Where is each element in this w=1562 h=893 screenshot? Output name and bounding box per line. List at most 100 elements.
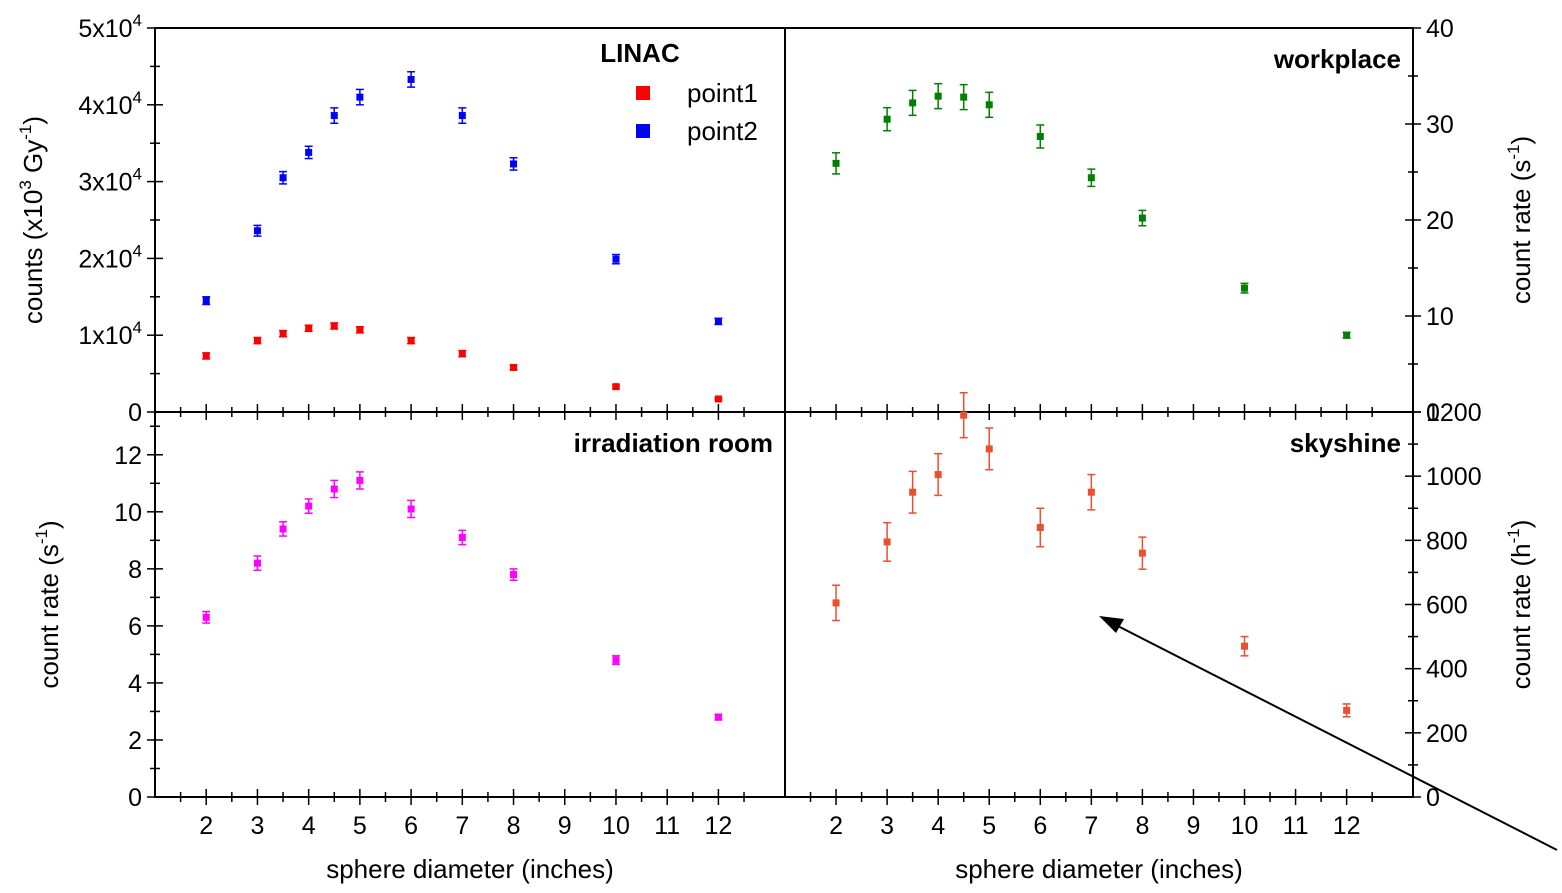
data-point	[330, 112, 338, 120]
y-tick-label: 1000	[1426, 463, 1482, 491]
y-tick-label: 4x104	[78, 88, 142, 120]
x-tick-label: 5	[353, 812, 367, 840]
x-tick-label: 5	[982, 812, 996, 840]
data-point	[279, 525, 287, 533]
data-point	[407, 505, 415, 513]
data-point	[279, 174, 287, 182]
data-point	[714, 713, 722, 721]
x-tick-label: 11	[1283, 812, 1309, 840]
data-point	[1087, 174, 1095, 182]
x-tick-label: 2	[199, 812, 213, 840]
panel-title: workplace	[1273, 44, 1401, 74]
y-tick-label: 1200	[1426, 399, 1482, 427]
data-point	[612, 383, 620, 391]
data-point	[202, 613, 210, 621]
y-tick-label: 600	[1426, 592, 1468, 620]
data-point	[832, 159, 840, 167]
data-point	[1343, 706, 1351, 714]
y-axis-label: count rate (s-1)	[32, 520, 64, 688]
data-point	[1138, 214, 1146, 222]
y-tick-label: 40	[1426, 15, 1454, 43]
data-point	[1241, 642, 1249, 650]
data-point	[909, 488, 917, 496]
annotations	[1099, 616, 1558, 851]
data-point	[1036, 524, 1044, 531]
y-tick-label: 4	[128, 670, 142, 698]
x-tick-label: 7	[455, 812, 469, 840]
data-point	[407, 337, 415, 345]
data-point	[458, 350, 466, 358]
data-point	[510, 160, 518, 168]
legend-label: point2	[687, 116, 758, 146]
axis-ticks	[147, 27, 1421, 805]
x-axis-label: sphere diameter (inches)	[955, 854, 1243, 884]
y-tick-label: 0	[128, 399, 142, 427]
y-axis-label: count rate (s-1)	[1504, 136, 1536, 304]
y-tick-label: 10	[114, 499, 142, 527]
panel-title: skyshine	[1290, 428, 1401, 458]
axis-labels: 0 1x104 2x104 3x104 4x104 5x104 counts (x103 G…	[16, 11, 1536, 884]
data-point	[714, 395, 722, 403]
y-tick-label: 0	[1426, 784, 1440, 812]
x-tick-label: 6	[404, 812, 418, 840]
panel-title: irradiation room	[574, 428, 773, 458]
x-tick-label: 10	[602, 812, 630, 840]
data-point	[934, 471, 942, 479]
y-tick-label: 6	[128, 613, 142, 641]
data-point	[356, 326, 364, 334]
y-tick-label: 0	[128, 784, 142, 812]
y-axis-label: counts (x103 Gy-1)	[16, 116, 48, 324]
y-tick-label: 1x104	[78, 318, 142, 350]
x-tick-label: 11	[654, 812, 680, 840]
data-point	[253, 337, 261, 345]
data-point	[985, 101, 993, 109]
y-tick-label: 200	[1426, 720, 1468, 748]
y-tick-label: 3x104	[78, 165, 142, 197]
x-tick-label: 8	[507, 812, 521, 840]
y-tick-label: 400	[1426, 656, 1468, 684]
x-tick-label: 12	[1333, 812, 1361, 840]
data-point	[612, 656, 620, 664]
y-tick-label: 10	[1426, 303, 1454, 331]
annotation-arrow-line	[1109, 621, 1558, 851]
data-point	[960, 93, 968, 101]
data-point	[202, 297, 210, 305]
data-point	[934, 92, 942, 100]
y-tick-label: 12	[114, 442, 142, 470]
data-point	[960, 411, 968, 419]
data-point	[305, 502, 313, 510]
data-point	[407, 75, 415, 83]
legend-label: point1	[687, 78, 758, 108]
data-point	[356, 476, 364, 484]
data-points	[202, 71, 1351, 721]
legend-title: LINAC	[600, 38, 680, 68]
y-tick-label: 20	[1426, 207, 1454, 235]
data-point	[510, 571, 518, 579]
x-tick-label: 9	[1187, 812, 1201, 840]
x-tick-label: 10	[1231, 812, 1259, 840]
y-tick-label: 800	[1426, 527, 1468, 555]
panel-frames	[154, 27, 1414, 798]
data-point	[253, 227, 261, 235]
y-tick-label: 0	[1426, 399, 1440, 427]
data-point	[305, 324, 313, 332]
data-point	[985, 445, 993, 453]
y-axis-label: count rate (h-1)	[1504, 520, 1536, 690]
data-point	[883, 115, 891, 123]
data-point	[356, 93, 364, 101]
data-point	[1241, 284, 1249, 292]
x-tick-label: 3	[250, 812, 264, 840]
data-point	[1343, 331, 1351, 339]
data-point	[279, 330, 287, 338]
data-point	[330, 322, 338, 330]
y-tick-label: 5x104	[78, 11, 142, 43]
data-point	[1087, 488, 1095, 496]
data-point	[832, 599, 840, 607]
y-tick-label: 30	[1426, 111, 1454, 139]
x-tick-label: 7	[1084, 812, 1098, 840]
x-tick-label: 2	[829, 812, 843, 840]
data-point	[883, 538, 891, 546]
legend-marker	[636, 124, 650, 138]
x-axis-label: sphere diameter (inches)	[326, 854, 614, 884]
data-point	[330, 485, 338, 493]
